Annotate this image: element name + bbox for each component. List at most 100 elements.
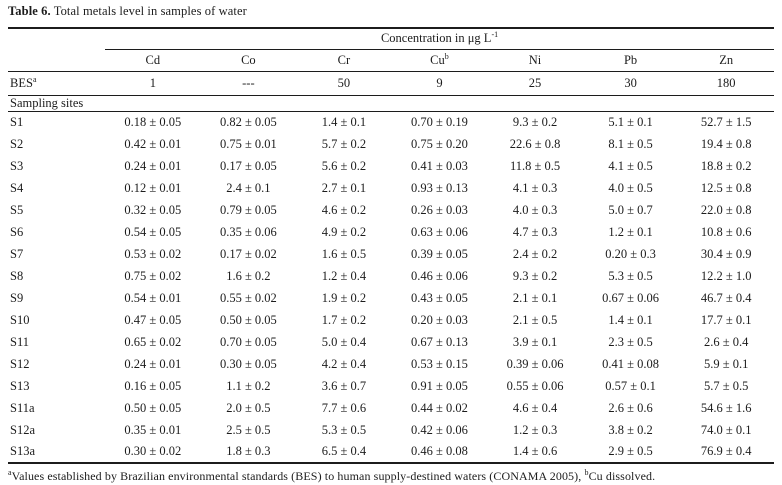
measurement-cell: 5.9 ± 0.1 bbox=[703, 356, 749, 371]
site-label: S4 bbox=[10, 180, 24, 195]
measurement-cell: 4.1 ± 0.5 bbox=[608, 158, 653, 173]
measurement-cell: 0.75 ± 0.20 bbox=[411, 136, 468, 151]
bes-value-zn: 180 bbox=[678, 71, 774, 96]
measurement-cell: 0.46 ± 0.08 bbox=[411, 444, 468, 458]
measurement-cell: 22.0 ± 0.8 bbox=[700, 202, 752, 217]
measurement-cell: 1.2 ± 0.3 bbox=[512, 422, 558, 437]
site-label: S12 bbox=[10, 356, 30, 371]
measurement-cell: 9.3 ± 0.2 bbox=[512, 268, 558, 283]
site-label: S10 bbox=[10, 312, 30, 327]
measurement-cell: 4.7 ± 0.3 bbox=[512, 224, 558, 239]
measurement-cell: 5.0 ± 0.7 bbox=[608, 202, 653, 217]
cu-label: Cu bbox=[430, 52, 445, 67]
measurement-cell: 0.43 ± 0.05 bbox=[411, 290, 468, 305]
measurement-cell: 0.65 ± 0.02 bbox=[124, 334, 182, 349]
column-header-cd: Cd bbox=[105, 49, 201, 72]
site-label: S9 bbox=[10, 290, 24, 305]
measurement-cell: 0.55 ± 0.06 bbox=[506, 378, 564, 393]
measurement-cell: 0.39 ± 0.06 bbox=[506, 356, 564, 371]
measurement-cell: 0.24 ± 0.01 bbox=[124, 158, 182, 173]
measurement-cell: 10.8 ± 0.6 bbox=[700, 224, 752, 239]
column-header-cr: Cr bbox=[296, 49, 392, 72]
site-label: S12a bbox=[10, 422, 35, 437]
measurement-cell: 2.0 ± 0.5 bbox=[226, 400, 271, 415]
measurement-cell: 4.9 ± 0.2 bbox=[321, 224, 367, 239]
table-row: S6 0.54 ± 0.05 0.35 ± 0.06 4.9 ± 0.2 0.63 ± … bbox=[8, 221, 774, 243]
measurement-cell: 0.17 ± 0.05 bbox=[219, 158, 277, 173]
site-label: S6 bbox=[10, 224, 24, 239]
measurement-cell: 0.63 ± 0.06 bbox=[411, 224, 468, 239]
measurement-cell: 3.6 ± 0.7 bbox=[321, 378, 367, 393]
measurement-cell: 5.7 ± 0.2 bbox=[321, 136, 367, 151]
measurement-cell: 0.44 ± 0.02 bbox=[411, 400, 468, 415]
measurement-cell: 1.4 ± 0.6 bbox=[512, 444, 558, 458]
measurement-cell: 0.41 ± 0.08 bbox=[602, 356, 659, 371]
measurement-cell: 0.24 ± 0.01 bbox=[124, 356, 182, 371]
measurement-cell: 5.3 ± 0.5 bbox=[608, 268, 653, 283]
metal-columns-row: Cd Co Cr Cub Ni Pb Zn bbox=[8, 49, 774, 72]
table-row: S11 0.65 ± 0.02 0.70 ± 0.05 5.0 ± 0.4 0.67 ±… bbox=[8, 331, 774, 353]
measurement-cell: 0.26 ± 0.03 bbox=[411, 202, 468, 217]
site-label: S3 bbox=[10, 158, 24, 173]
measurement-cell: 5.0 ± 0.4 bbox=[321, 334, 367, 349]
metals-table: Concentration in μg L-1 Cd Co Cr Cub Ni … bbox=[8, 27, 774, 464]
measurement-cell: 4.6 ± 0.2 bbox=[321, 202, 367, 217]
measurement-cell: 0.47 ± 0.05 bbox=[124, 312, 182, 327]
measurement-cell: 0.70 ± 0.05 bbox=[219, 334, 277, 349]
measurement-cell: 19.4 ± 0.8 bbox=[700, 136, 752, 151]
measurement-cell: 0.12 ± 0.01 bbox=[124, 180, 182, 195]
measurement-cell: 1.9 ± 0.2 bbox=[321, 290, 367, 305]
bes-value-pb: 30 bbox=[582, 71, 679, 96]
measurement-cell: 22.6 ± 0.8 bbox=[509, 136, 561, 151]
measurement-cell: 1.1 ± 0.2 bbox=[226, 378, 271, 393]
concentration-label: Concentration in μg L bbox=[380, 31, 492, 46]
sampling-rows: S1 0.18 ± 0.05 0.82 ± 0.05 1.4 ± 0.1 0.70 ± … bbox=[8, 111, 774, 463]
table-number-label: Table 6. bbox=[8, 4, 51, 18]
measurement-cell: 1.8 ± 0.3 bbox=[226, 444, 271, 458]
measurement-cell: 2.3 ± 0.5 bbox=[608, 334, 653, 349]
measurement-cell: 8.1 ± 0.5 bbox=[608, 136, 653, 151]
table-title: Table 6. Total metals level in samples o… bbox=[8, 4, 774, 18]
table-row: S13 0.16 ± 0.05 1.1 ± 0.2 3.6 ± 0.7 0.91 ± 0… bbox=[8, 375, 774, 397]
measurement-cell: 0.32 ± 0.05 bbox=[124, 202, 182, 217]
measurement-cell: 2.6 ± 0.4 bbox=[703, 334, 749, 349]
table-row: S11a 0.50 ± 0.05 2.0 ± 0.5 7.7 ± 0.6 0.44 ± … bbox=[8, 397, 774, 419]
measurement-cell: 0.53 ± 0.15 bbox=[411, 356, 468, 371]
measurement-cell: 3.8 ± 0.2 bbox=[608, 422, 653, 437]
table-row: S13a 0.30 ± 0.02 1.8 ± 0.3 6.5 ± 0.4 0.46 ± … bbox=[8, 441, 774, 463]
measurement-cell: 0.42 ± 0.06 bbox=[411, 422, 468, 437]
sampling-sites-section-row: Sampling sites bbox=[8, 95, 774, 112]
measurement-cell: 0.17 ± 0.02 bbox=[219, 246, 277, 261]
table-row: S10 0.47 ± 0.05 0.50 ± 0.05 1.7 ± 0.2 0.20 ±… bbox=[8, 309, 774, 331]
column-header-zn: Zn bbox=[678, 49, 774, 72]
table-row: S12a 0.35 ± 0.01 2.5 ± 0.5 5.3 ± 0.5 0.42 ± … bbox=[8, 419, 774, 441]
site-label: S2 bbox=[10, 136, 24, 151]
table-caption: Total metals level in samples of water bbox=[50, 4, 247, 18]
column-header-co: Co bbox=[200, 49, 297, 72]
measurement-cell: 4.6 ± 0.4 bbox=[512, 400, 558, 415]
measurement-cell: 0.55 ± 0.02 bbox=[219, 290, 277, 305]
measurement-cell: 4.1 ± 0.3 bbox=[512, 180, 558, 195]
measurement-cell: 0.79 ± 0.05 bbox=[219, 202, 277, 217]
table-row: S12 0.24 ± 0.01 0.30 ± 0.05 4.2 ± 0.4 0.53 ±… bbox=[8, 353, 774, 375]
site-label: S11 bbox=[10, 334, 29, 349]
site-label: S5 bbox=[10, 202, 24, 217]
measurement-cell: 18.8 ± 0.2 bbox=[700, 158, 752, 173]
measurement-cell: 0.18 ± 0.05 bbox=[124, 114, 182, 129]
measurement-cell: 17.7 ± 0.1 bbox=[700, 312, 752, 327]
site-label: S13 bbox=[10, 378, 30, 393]
measurement-cell: 2.7 ± 0.1 bbox=[321, 180, 367, 195]
bes-value-cr: 50 bbox=[296, 71, 392, 96]
table-row: S2 0.42 ± 0.01 0.75 ± 0.01 5.7 ± 0.2 0.75 ± … bbox=[8, 133, 774, 155]
measurement-cell: 2.1 ± 0.5 bbox=[512, 312, 558, 327]
measurement-cell: 2.4 ± 0.2 bbox=[512, 246, 558, 261]
bes-footnote-marker: a bbox=[32, 74, 37, 84]
table-row: S1 0.18 ± 0.05 0.82 ± 0.05 1.4 ± 0.1 0.70 ± … bbox=[8, 111, 774, 133]
measurement-cell: 0.41 ± 0.03 bbox=[411, 158, 468, 173]
bes-label-cell: BESa bbox=[8, 71, 106, 96]
measurement-cell: 9.3 ± 0.2 bbox=[512, 114, 558, 129]
table-row: S4 0.12 ± 0.01 2.4 ± 0.1 2.7 ± 0.1 0.93 ± 0.… bbox=[8, 177, 774, 199]
measurement-cell: 1.6 ± 0.5 bbox=[321, 246, 367, 261]
measurement-cell: 3.9 ± 0.1 bbox=[512, 334, 558, 349]
